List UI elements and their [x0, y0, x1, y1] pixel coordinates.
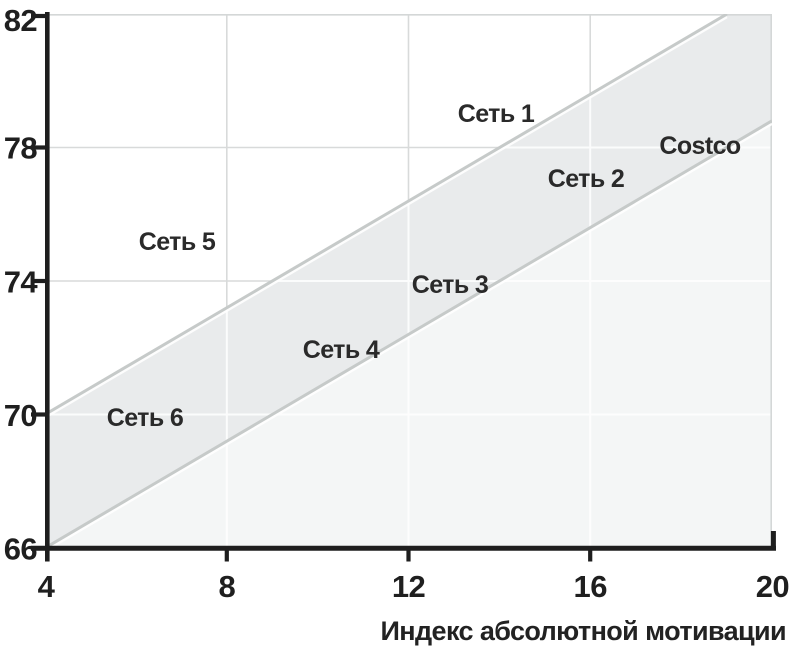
y-tick-66: 66 — [4, 532, 38, 567]
y-tick-labels: 82 78 74 70 66 — [4, 3, 39, 567]
y-tick-82: 82 — [4, 3, 37, 38]
band-edges — [45, 14, 772, 548]
x-tick-20: 20 — [756, 569, 789, 604]
data-label-set-1: Сеть 1 — [458, 100, 535, 128]
x-tick-12: 12 — [392, 569, 425, 604]
x-tick-16: 16 — [574, 569, 608, 604]
x-tick-4: 4 — [38, 569, 56, 604]
data-label-set-2: Сеть 2 — [548, 165, 625, 193]
data-label-costco: Costco — [659, 132, 740, 160]
data-label-set-3: Сеть 3 — [412, 271, 489, 299]
band-lower-edge-line — [45, 119, 772, 548]
plot-border — [45, 14, 773, 548]
data-label-set-4: Сеть 4 — [303, 336, 380, 364]
band-upper-edge-line — [45, 14, 728, 416]
y-tick-74: 74 — [4, 265, 39, 300]
axes — [31, 12, 776, 562]
y-tick-70: 70 — [4, 398, 37, 433]
data-label-set-6: Сеть 6 — [107, 404, 184, 432]
x-tick-8: 8 — [218, 569, 235, 604]
x-axis-title: Индекс абсолютной мотивации — [381, 616, 787, 646]
point-labels: Сеть 1 Сеть 2 Сеть 3 Сеть 4 Сеть 5 Сеть … — [107, 100, 742, 432]
x-tick-labels: 4 8 12 16 20 — [38, 569, 790, 604]
y-tick-78: 78 — [4, 131, 38, 166]
data-label-set-5: Сеть 5 — [139, 228, 216, 256]
